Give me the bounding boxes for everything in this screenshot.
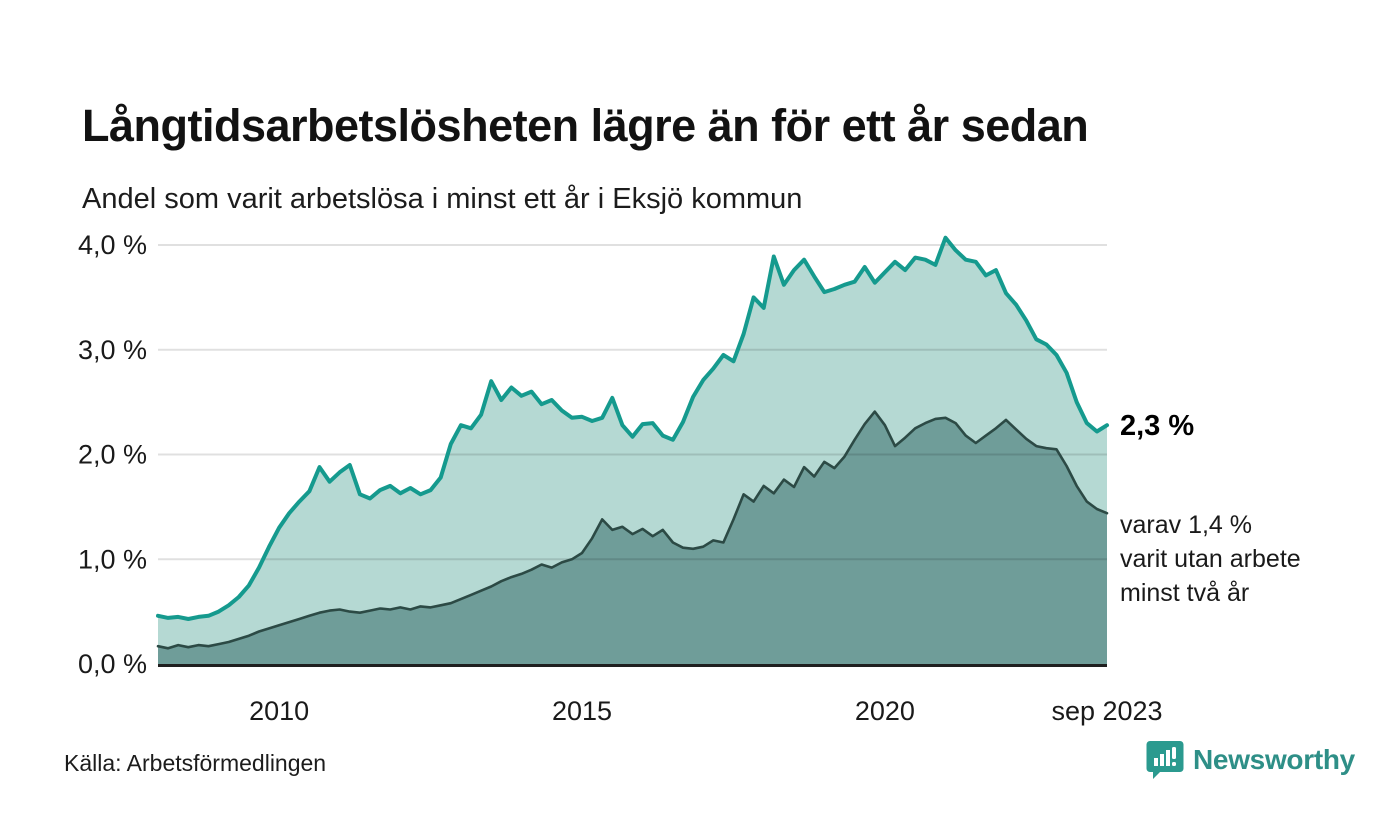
- series-end-value-label: 2,3 %: [1120, 410, 1195, 442]
- page-subtitle: Andel som varit arbetslösa i minst ett å…: [82, 183, 803, 215]
- annotation-line-1: varav 1,4 %: [1120, 511, 1253, 539]
- x-tick-label: 2010: [249, 696, 309, 726]
- y-tick-label: 4,0 %: [78, 230, 147, 260]
- line-two-years: [156, 410, 1109, 650]
- y-tick-label: 1,0 %: [78, 544, 147, 574]
- annotation-line-3: minst två år: [1120, 579, 1250, 607]
- y-tick-label: 0,0 %: [78, 649, 147, 679]
- area-two-years: [158, 411, 1107, 664]
- line-one-year: [156, 235, 1109, 621]
- annotation-line-2: varit utan arbete: [1120, 545, 1301, 573]
- x-tick-label: 2015: [552, 696, 612, 726]
- x-tick-label: 2020: [855, 696, 915, 726]
- source-credit: Källa: Arbetsförmedlingen: [64, 750, 327, 776]
- newsworthy-logo: Newsworthy: [1146, 740, 1355, 780]
- page-title: Långtidsarbetslösheten lägre än för ett …: [82, 100, 1089, 152]
- bar-chart-bubble-icon: [1146, 741, 1184, 779]
- y-tick-label: 2,0 %: [78, 440, 147, 470]
- y-tick-label: 3,0 %: [78, 335, 147, 365]
- series-secondary-annotation: varav 1,4 % varit utan arbete minst två …: [1120, 508, 1301, 610]
- x-tick-label: sep 2023: [1051, 696, 1162, 726]
- newsworthy-logo-text: Newsworthy: [1193, 744, 1355, 775]
